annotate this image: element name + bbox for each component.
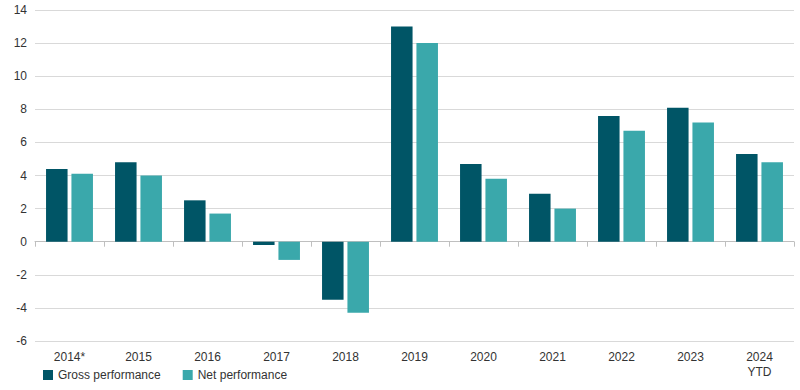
svg-text:Net performance: Net performance bbox=[198, 368, 288, 382]
svg-text:2019: 2019 bbox=[401, 350, 428, 364]
svg-text:Gross performance: Gross performance bbox=[58, 368, 161, 382]
svg-text:2015: 2015 bbox=[125, 350, 152, 364]
svg-text:2023: 2023 bbox=[677, 350, 704, 364]
svg-text:2: 2 bbox=[20, 202, 27, 216]
svg-text:14: 14 bbox=[14, 3, 28, 17]
svg-text:2020: 2020 bbox=[470, 350, 497, 364]
svg-text:2021: 2021 bbox=[539, 350, 566, 364]
svg-text:10: 10 bbox=[14, 69, 28, 83]
svg-text:6: 6 bbox=[20, 135, 27, 149]
svg-text:2017: 2017 bbox=[263, 350, 290, 364]
svg-text:-4: -4 bbox=[16, 301, 27, 315]
svg-text:4: 4 bbox=[20, 169, 27, 183]
svg-text:2018: 2018 bbox=[332, 350, 359, 364]
svg-text:-6: -6 bbox=[16, 334, 27, 348]
svg-text:-2: -2 bbox=[16, 268, 27, 282]
svg-text:2014*: 2014* bbox=[54, 350, 86, 364]
svg-text:2024: 2024 bbox=[746, 350, 773, 364]
svg-text:YTD: YTD bbox=[748, 365, 772, 379]
svg-text:12: 12 bbox=[14, 36, 28, 50]
svg-text:8: 8 bbox=[20, 102, 27, 116]
svg-text:2016: 2016 bbox=[194, 350, 221, 364]
svg-text:0: 0 bbox=[20, 235, 27, 249]
svg-text:2022: 2022 bbox=[608, 350, 635, 364]
